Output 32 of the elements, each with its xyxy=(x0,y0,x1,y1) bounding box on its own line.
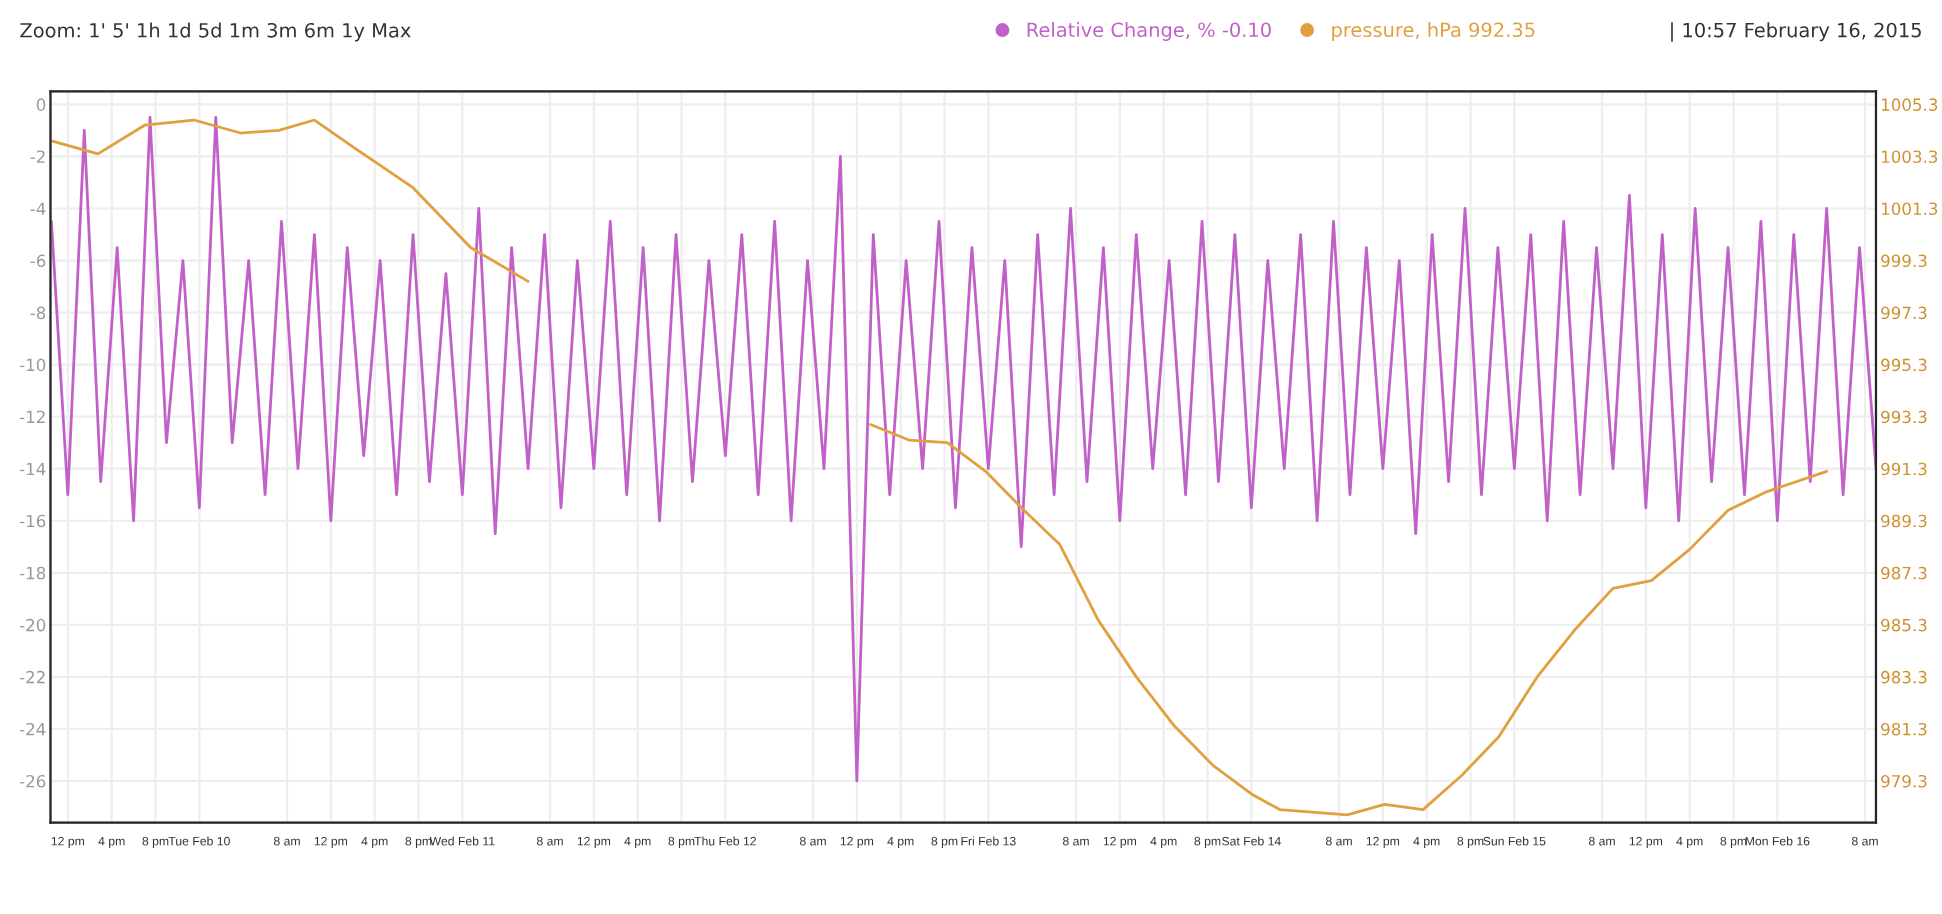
legend-label: Relative Change, % -0.10 xyxy=(1027,22,1271,41)
y-tick-label: -12 xyxy=(19,410,45,423)
y-tick-label: -10 xyxy=(19,358,46,372)
y2-tick-label: 997.3 xyxy=(1881,306,1927,320)
y-tick-label: 0 xyxy=(36,98,46,111)
y-tick-label: -22 xyxy=(19,670,45,684)
legend-label: pressure, hPa 992.35 xyxy=(1332,22,1535,41)
y2-tick-label: 993.3 xyxy=(1881,410,1927,424)
y-tick-label: -16 xyxy=(19,514,46,528)
y2-tick-label: 1003.3 xyxy=(1881,150,1938,164)
y2-tick-label: 979.3 xyxy=(1881,774,1927,788)
y2-tick-label: 987.3 xyxy=(1881,566,1927,580)
y-tick-label: -4 xyxy=(30,202,46,215)
y-tick-label: -26 xyxy=(19,774,46,788)
y-tick-label: -2 xyxy=(30,150,45,163)
y2-tick-label: 1005.3 xyxy=(1881,98,1938,111)
y2-tick-label: 999.3 xyxy=(1881,254,1927,268)
y-tick-label: -8 xyxy=(30,306,46,320)
y2-tick-label: 989.3 xyxy=(1881,514,1927,528)
y-tick-label: -20 xyxy=(19,618,46,632)
y-tick-label: -24 xyxy=(19,722,46,736)
y2-tick-label: 985.3 xyxy=(1881,618,1927,632)
y2-tick-label: 991.3 xyxy=(1881,462,1927,476)
y-tick-label: -14 xyxy=(19,462,46,476)
text: | 10:57 February 16, 2015 xyxy=(1671,22,1921,42)
text: Zoom: 1' 5' 1h 1d 5d 1m 3m 6m 1y Max xyxy=(20,22,411,42)
y2-tick-label: 1001.3 xyxy=(1881,202,1938,216)
y-tick-label: -6 xyxy=(30,254,46,268)
y-tick-label: -18 xyxy=(19,566,46,580)
y2-tick-label: 983.3 xyxy=(1881,670,1927,684)
y2-tick-label: 995.3 xyxy=(1881,358,1927,372)
y2-tick-label: 981.3 xyxy=(1881,722,1927,736)
